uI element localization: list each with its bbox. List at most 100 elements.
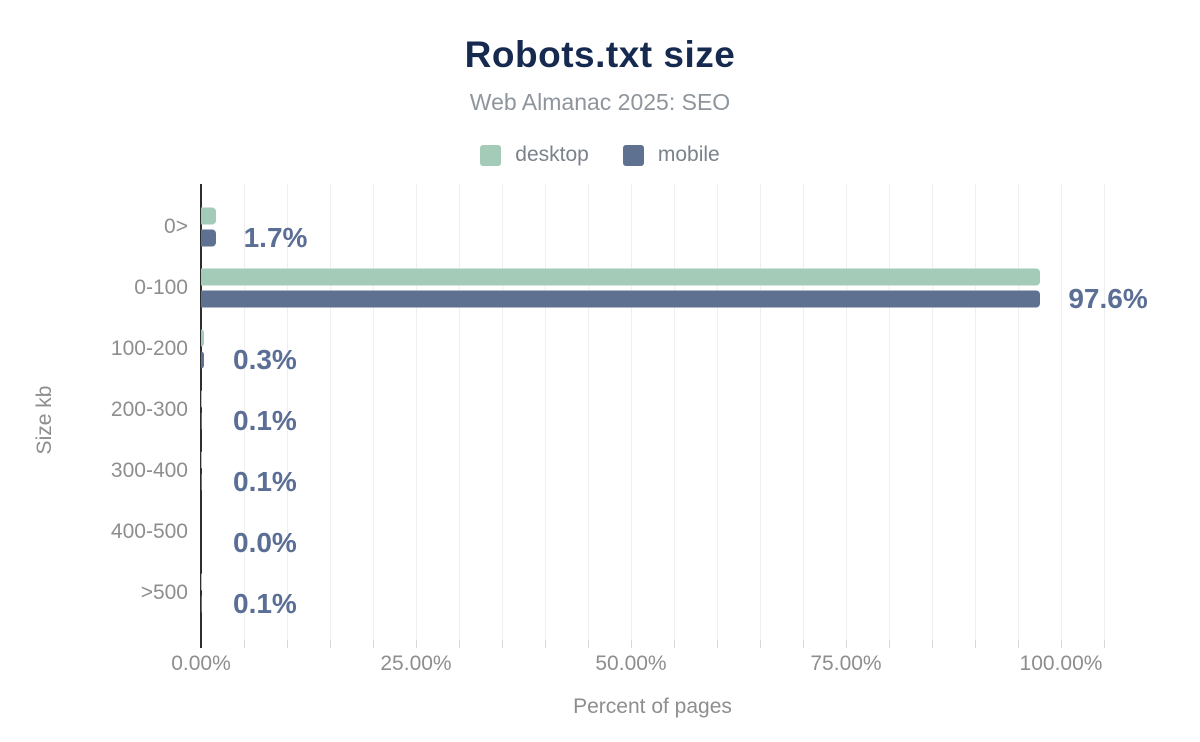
- category-label: 0-100: [134, 275, 188, 299]
- axis-tick: [545, 640, 546, 648]
- gridline: [1018, 184, 1019, 640]
- chart-row: 0-100 97.6%: [134, 257, 1148, 318]
- gridline: [760, 184, 761, 640]
- axis-tick: [373, 640, 374, 648]
- axis-tick: [244, 640, 245, 648]
- bar-group: [201, 207, 1104, 247]
- bar-value-label: 0.1%: [233, 588, 297, 620]
- axis-tick: [975, 640, 976, 648]
- mobile-swatch-icon: [622, 144, 644, 166]
- gridline: [846, 184, 847, 640]
- legend: desktop mobile: [0, 143, 1200, 167]
- plot-area: 0> 1.7% 0-100 97.6% 100-200 0.3% 200-300 0.1% 30…: [111, 184, 1148, 648]
- bar-value-label: 97.6%: [1068, 282, 1148, 314]
- category-label: >500: [140, 581, 188, 605]
- category-label: 0>: [164, 214, 188, 238]
- gridline: [975, 184, 976, 640]
- legend-item-mobile: mobile: [622, 143, 720, 167]
- chart-row: 400-500 0.0%: [111, 502, 1104, 563]
- chart-row: 300-400 0.1%: [111, 441, 1104, 502]
- bar-desktop: [201, 573, 202, 591]
- axis-tick: [1018, 640, 1019, 648]
- x-axis-tick-label: 75.00%: [810, 652, 882, 675]
- gridline: [889, 184, 890, 640]
- axis-tick: [416, 640, 417, 648]
- bar-group: [201, 268, 1104, 308]
- gridline: [373, 184, 374, 640]
- axis-tick: [889, 640, 890, 648]
- chart-title: Robots.txt size: [464, 34, 736, 75]
- gridline: [717, 184, 718, 640]
- gridline: [932, 184, 933, 640]
- axis-tick: [1061, 640, 1062, 648]
- legend-item-desktop: desktop: [480, 143, 589, 167]
- gridline: [631, 184, 632, 640]
- axis-tick: [588, 640, 589, 648]
- axis-tick: [932, 640, 933, 648]
- chart-subtitle: Web Almanac 2025: SEO: [469, 89, 731, 115]
- bar-mobile: [201, 229, 216, 247]
- axis-tick: [674, 640, 675, 648]
- gridline: [588, 184, 589, 640]
- gridline: [545, 184, 546, 640]
- x-axis-tick-label: 50.00%: [595, 652, 667, 675]
- axis-tick: [459, 640, 460, 648]
- gridline: [330, 184, 331, 640]
- category-label: 200-300: [110, 397, 188, 421]
- bar-mobile: [201, 351, 204, 369]
- bar-mobile: [201, 412, 202, 430]
- x-axis-tick-label: 100.00%: [1019, 652, 1103, 675]
- bar-group: [201, 451, 1104, 491]
- bar-group: [201, 329, 1104, 369]
- x-axis-title: Percent of pages: [573, 695, 732, 718]
- bar-group: [201, 573, 1104, 613]
- desktop-swatch-icon: [480, 144, 502, 166]
- axis-tick: [330, 640, 331, 648]
- x-axis-tick-label: 0.00%: [171, 652, 231, 675]
- chart-row: >500 0.1%: [141, 563, 1104, 624]
- gridline: [244, 184, 245, 640]
- gridline: [803, 184, 804, 640]
- axis-tick: [1104, 640, 1105, 648]
- bar-value-label: 1.7%: [243, 221, 308, 253]
- bar-desktop: [201, 451, 202, 469]
- bar-value-label: 0.0%: [233, 527, 297, 559]
- category-label: 300-400: [110, 459, 188, 483]
- bar-value-label: 0.1%: [233, 404, 297, 436]
- category-label: 400-500: [110, 520, 188, 544]
- y-axis-title: Size kb: [33, 385, 56, 455]
- bar-mobile: [201, 473, 202, 491]
- bar-desktop: [201, 329, 204, 347]
- gridline: [674, 184, 675, 640]
- gridline: [502, 184, 503, 640]
- axis-tick: [502, 640, 503, 648]
- chart-row: 200-300 0.1%: [111, 379, 1104, 440]
- bar-desktop: [201, 390, 202, 408]
- bar-desktop: [201, 268, 1041, 286]
- gridline: [1104, 184, 1105, 640]
- gridline: [459, 184, 460, 640]
- bar-value-label: 0.3%: [233, 343, 297, 375]
- bar-mobile: [201, 290, 1041, 308]
- axis-tick: [760, 640, 761, 648]
- chart-row: 0> 1.7%: [164, 196, 1104, 257]
- category-label: 100-200: [110, 336, 188, 360]
- legend-label-desktop: desktop: [515, 143, 589, 166]
- bar-value-label: 0.1%: [233, 466, 297, 498]
- axis-tick: [846, 640, 847, 648]
- gridline: [1061, 184, 1062, 640]
- axis-tick: [717, 640, 718, 648]
- bar-group: [201, 513, 1104, 552]
- axis-tick: [631, 640, 632, 648]
- axis-tick: [803, 640, 804, 648]
- bar-desktop: [201, 207, 216, 225]
- x-axis-tick-label: 25.00%: [380, 652, 452, 675]
- bar-rows: 0> 1.7% 0-100 97.6% 100-200 0.3% 200-300 0.1% 30…: [111, 196, 1148, 624]
- gridline: [287, 184, 288, 640]
- bar-group: [201, 390, 1104, 430]
- gridline: [416, 184, 417, 640]
- legend-label-mobile: mobile: [657, 143, 720, 166]
- chart-row: 100-200 0.3%: [111, 318, 1104, 379]
- bar-mobile: [201, 595, 202, 613]
